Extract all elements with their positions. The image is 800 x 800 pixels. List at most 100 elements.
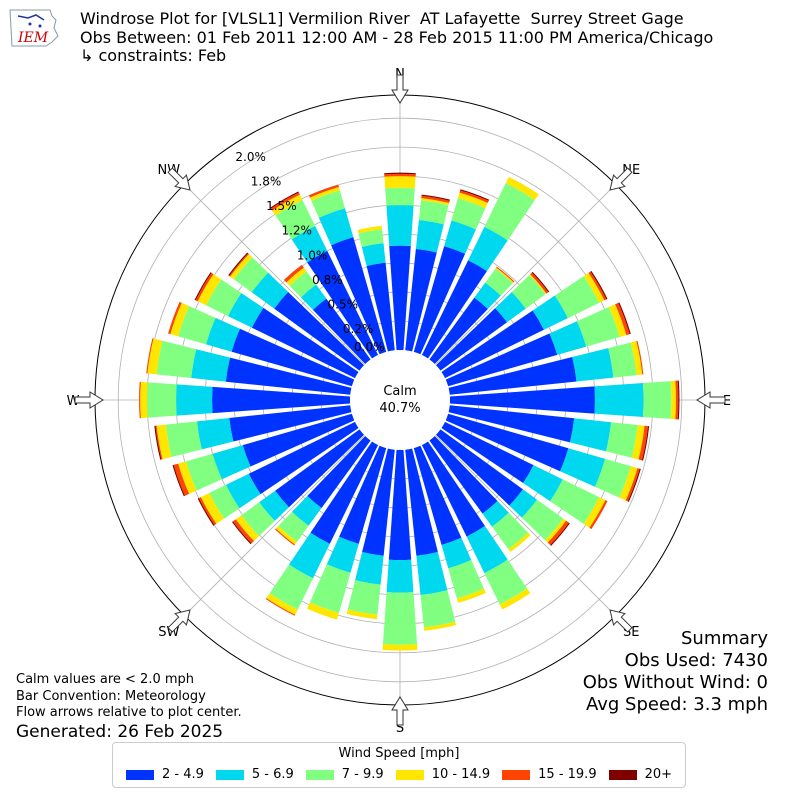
- wind-bar-segment: [550, 522, 570, 546]
- flow-arrow-icon: [167, 609, 191, 633]
- wind-bar-segment: [241, 502, 275, 537]
- wind-bar-segment: [173, 463, 190, 496]
- legend: Wind Speed [mph] 2 - 4.9 5 - 6.9 7 - 9.9 10…: [112, 742, 686, 788]
- wind-bar-segment: [225, 357, 352, 395]
- wind-bar-segment: [389, 245, 411, 351]
- wind-bar-segment: [178, 461, 197, 494]
- wind-bar-segment: [209, 484, 240, 519]
- compass-axis: NNEESESSWWNW: [67, 67, 732, 736]
- wind-bar-segment: [384, 172, 416, 175]
- wind-bar-segment: [441, 310, 544, 379]
- radial-tick-labels: 0.0% 0.2% 0.5% 0.8% 1.0% 1.2% 1.5% 1.8% 2.0%: [235, 150, 384, 354]
- legend-item: 20+: [608, 767, 673, 782]
- wind-bar-segment: [229, 405, 352, 442]
- grid-spoke: [435, 435, 616, 616]
- wind-bar-segment: [445, 413, 569, 472]
- wind-bar-segment: [466, 526, 508, 574]
- wind-bar-segment: [147, 338, 163, 375]
- wind-bar-segment: [530, 272, 549, 294]
- wind-bar-segment: [605, 422, 638, 458]
- wind-bar-segment: [554, 276, 600, 319]
- wind-bar-segment: [197, 274, 222, 306]
- wind-bar-segment: [275, 199, 316, 240]
- wind-bar-segment: [318, 208, 354, 246]
- wind-bar-segment: [230, 254, 253, 280]
- wind-bar-segment: [307, 250, 379, 359]
- legend-label: 10 - 14.9: [431, 767, 491, 782]
- wind-bar-segment: [170, 302, 190, 337]
- legend-item: 2 - 4.9: [125, 767, 204, 782]
- wind-bar-segment: [421, 194, 450, 201]
- wind-bar-segment: [307, 435, 371, 508]
- wind-bar-segment: [326, 536, 359, 573]
- wind-bar-segment: [168, 301, 182, 335]
- radial-tick-label: 0.8%: [312, 273, 343, 287]
- wind-bar-segment: [248, 421, 359, 495]
- wind-bar-segment: [618, 302, 631, 335]
- legend-label: 20+: [644, 767, 673, 782]
- wind-bar-segment: [547, 520, 569, 546]
- wind-bar-segment: [459, 190, 489, 203]
- wind-bar-segment: [227, 292, 264, 328]
- wind-bar-segment: [266, 593, 298, 615]
- wind-bar-segment: [346, 609, 378, 620]
- wind-bar-segment: [355, 551, 384, 585]
- wind-bar-segment: [196, 417, 234, 450]
- wind-bar-segment: [569, 418, 612, 452]
- wind-bar-segment: [291, 495, 322, 526]
- wind-bar-segment: [139, 381, 141, 419]
- wind-bar-segment: [608, 342, 637, 378]
- wind-bar-segment: [441, 537, 472, 569]
- summary-obs-used: Obs Used: 7430: [624, 650, 768, 671]
- wind-bar-segment: [233, 257, 269, 293]
- wind-bar-segment: [229, 253, 249, 277]
- wind-bar-segment: [638, 425, 648, 461]
- wind-bar-segment: [165, 421, 202, 457]
- wind-bar-segment: [309, 187, 340, 201]
- wind-bar-segment: [212, 445, 251, 480]
- wind-bar-segment: [176, 384, 213, 416]
- summary-avg-speed: Avg Speed: 3.3 mph: [586, 694, 768, 715]
- wind-bar-segment: [675, 380, 679, 420]
- wind-bar-segment: [583, 497, 606, 528]
- wind-bar-segment: [232, 519, 254, 544]
- wind-bar-segment: [545, 518, 567, 543]
- wind-bar-segment: [232, 521, 252, 545]
- wind-bar-segment: [361, 243, 386, 267]
- wind-bar-segment: [362, 448, 395, 556]
- wind-bar-segment: [388, 449, 412, 561]
- wind-bar-segment: [270, 191, 299, 209]
- radial-tick-label: 1.2%: [281, 224, 312, 238]
- wind-bar-segment: [448, 357, 577, 395]
- wind-bar-segment: [531, 271, 550, 293]
- legend-item: 7 - 9.9: [305, 767, 384, 782]
- wind-bar-segment: [631, 424, 645, 460]
- wind-bar-segment: [484, 559, 528, 605]
- legend-label: 5 - 6.9: [251, 767, 294, 782]
- wind-bar-segment: [146, 338, 154, 374]
- wind-bar-segment: [420, 198, 450, 206]
- wind-bar-segment: [670, 380, 677, 420]
- wind-bar-segment: [140, 381, 148, 419]
- wind-bar-segment: [331, 237, 387, 355]
- wind-bar-segment: [421, 260, 487, 359]
- wind-bar-segment: [231, 328, 355, 387]
- wind-bar-segment: [156, 340, 197, 379]
- wind-bar-segment: [242, 413, 355, 467]
- wind-bar-segment: [496, 266, 515, 283]
- bar-convention-note: Bar Convention: Meteorology: [16, 688, 206, 704]
- wind-bar-segment: [423, 621, 457, 631]
- legend-label: 7 - 9.9: [341, 767, 384, 782]
- wind-bar-segment: [532, 295, 568, 330]
- radial-tick-label: 0.5%: [328, 297, 359, 311]
- wind-bar-segment: [642, 381, 672, 419]
- wind-bar-segment: [418, 200, 449, 225]
- wind-bar-segment: [435, 308, 508, 371]
- wind-bar-segment: [308, 184, 339, 198]
- wind-bar-segment: [307, 602, 339, 620]
- iem-logo: IEM: [9, 9, 59, 47]
- wind-bar-segment: [495, 267, 514, 284]
- wind-bar-segment: [291, 225, 328, 263]
- legend-items: 2 - 4.9 5 - 6.9 7 - 9.9 10 - 14.9 15 - 19.9 2…: [113, 767, 685, 782]
